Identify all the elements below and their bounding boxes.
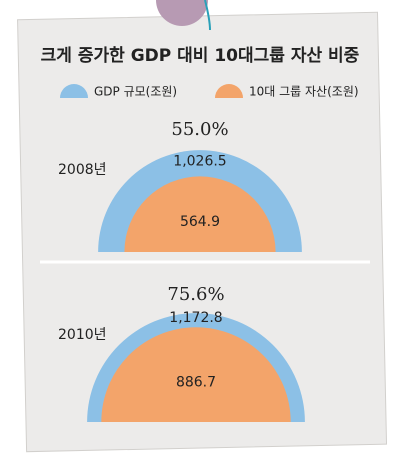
chart-title: 크게 증가한 GDP 대비 10대그룹 자산 비중: [41, 46, 360, 66]
ratio-label: 75.6%: [167, 284, 224, 305]
legend-swatch: [60, 84, 88, 98]
legend-label: GDP 규모(조원): [94, 85, 177, 99]
year-label: 2008년: [58, 162, 107, 178]
ratio-label: 55.0%: [171, 119, 228, 140]
legend-label: 10대 그룹 자산(조원): [249, 85, 359, 99]
pin: [156, 0, 208, 26]
year-label: 2010년: [58, 327, 107, 343]
legend-swatch: [215, 84, 243, 98]
value-label: 886.7: [176, 375, 216, 391]
semicircle: [101, 327, 291, 422]
value-label: 1,172.8: [169, 310, 222, 326]
value-label: 564.9: [180, 214, 220, 230]
semicircle: [124, 176, 276, 252]
value-label: 1,026.5: [173, 153, 226, 169]
string: [204, 0, 211, 31]
